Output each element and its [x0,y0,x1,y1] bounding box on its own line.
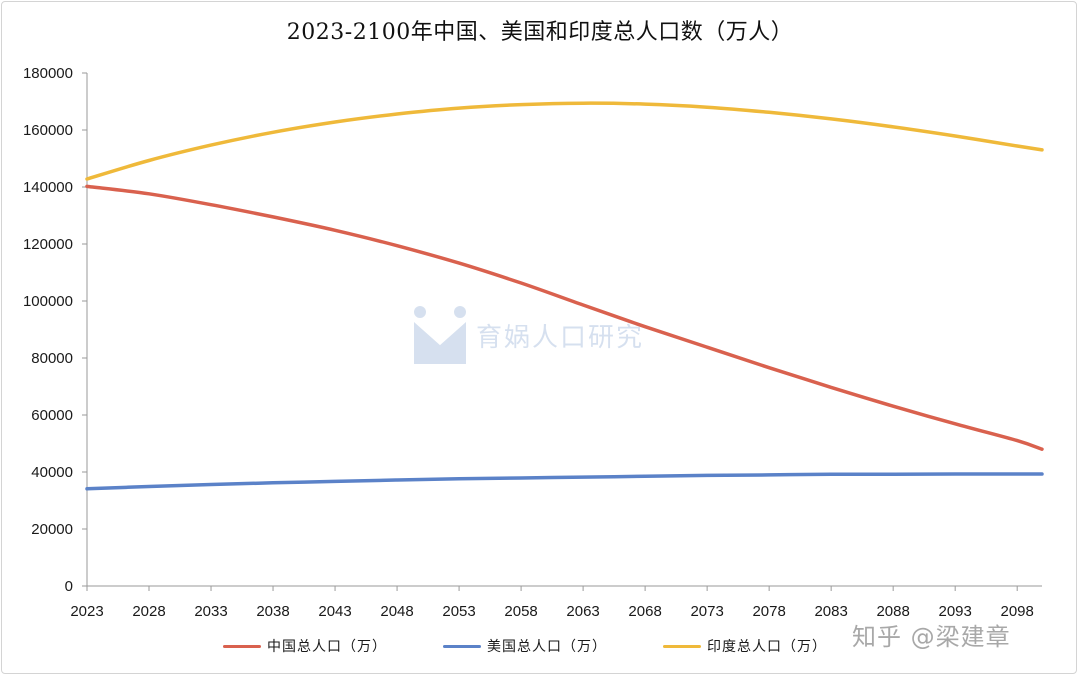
y-tick-label: 20000 [31,521,73,538]
y-tick-label: 180000 [23,65,73,82]
x-tick-label: 2038 [256,603,289,620]
watermark: 育娲人口研究 [414,306,644,364]
x-tick-label: 2028 [132,603,165,620]
y-tick-label: 60000 [31,407,73,424]
x-tick-label: 2083 [814,603,847,620]
x-tick-label: 2023 [70,603,103,620]
series-line-usa [85,472,1044,491]
y-tick-label: 0 [65,578,73,595]
legend-item-india: 印度总人口（万） [663,636,827,656]
legend-swatch-usa [443,644,481,648]
x-tick-label: 2053 [442,603,475,620]
legend-label-china: 中国总人口（万） [267,639,387,655]
y-tick-label: 120000 [23,236,73,253]
x-tick-label: 2043 [318,603,351,620]
x-tick-label: 2073 [690,603,723,620]
series-line-india [85,101,1044,181]
y-tick-label: 100000 [23,293,73,310]
x-tick-label: 2068 [628,603,661,620]
legend-item-usa: 美国总人口（万） [443,636,607,656]
legend-label-usa: 美国总人口（万） [487,639,607,655]
chart-title: 2023-2100年中国、美国和印度总人口数（万人） [286,20,794,45]
y-tick-label: 140000 [23,179,73,196]
y-tick-label: 160000 [23,122,73,139]
watermark-text: 育娲人口研究 [476,322,645,353]
credit-text: 知乎 @梁建章 [852,623,1011,651]
watermark-logo-icon [414,306,466,364]
x-tick-label: 2098 [1001,603,1034,620]
x-tick-label: 2088 [876,603,909,620]
x-tick-label: 2048 [380,603,413,620]
legend-swatch-china [223,644,261,648]
legend-swatch-india [663,644,701,648]
y-tick-label: 80000 [31,350,73,367]
x-tick-label: 2058 [504,603,537,620]
series-line-china [85,184,1044,451]
x-tick-label: 2078 [752,603,785,620]
x-tick-label: 2033 [194,603,227,620]
legend-label-india: 印度总人口（万） [707,639,827,655]
legend-item-china: 中国总人口（万） [223,636,387,656]
y-tick-label: 40000 [31,464,73,481]
x-tick-label: 2093 [938,603,971,620]
x-tick-label: 2063 [566,603,599,620]
